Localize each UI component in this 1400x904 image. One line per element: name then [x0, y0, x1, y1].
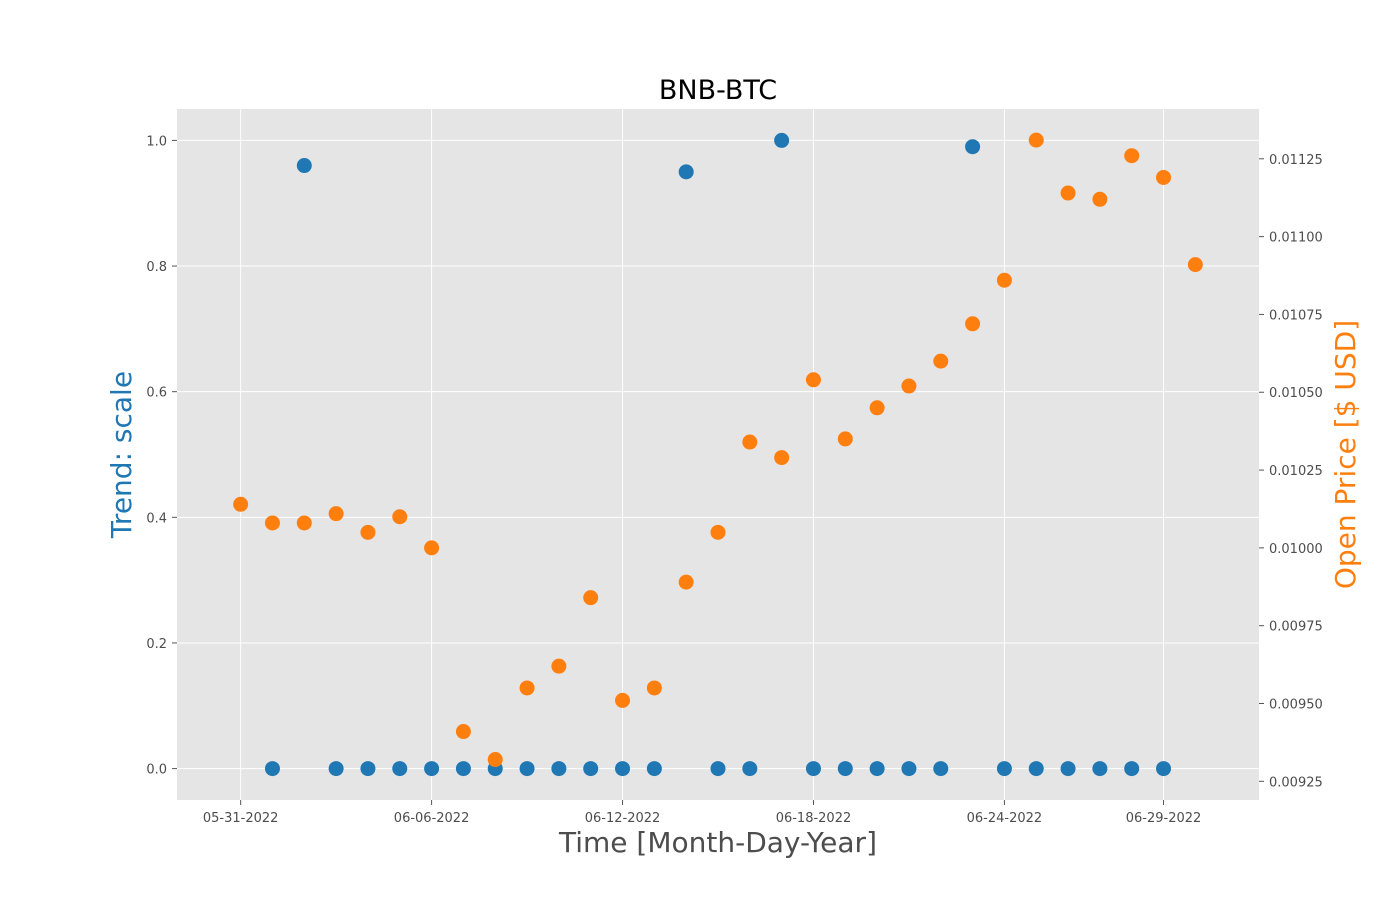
y-right-tick-label: 0.01000 — [1269, 542, 1323, 557]
price-point — [424, 540, 440, 556]
price-point — [583, 590, 599, 606]
y-right-tick-label: 0.01075 — [1269, 308, 1323, 323]
trend-point — [678, 164, 694, 180]
chart-title: BNB-BTC — [659, 75, 777, 106]
price-point — [1187, 257, 1203, 273]
price-point — [551, 658, 567, 674]
price-point — [933, 353, 949, 369]
trend-point — [615, 761, 631, 777]
price-point — [678, 574, 694, 590]
y-right-tick-label: 0.00975 — [1269, 620, 1323, 635]
trend-point — [996, 761, 1012, 777]
trend-point — [583, 761, 599, 777]
y-right-tick-label: 0.01025 — [1269, 464, 1323, 479]
price-point — [996, 272, 1012, 288]
y-left-tick-label: 0.2 — [146, 637, 167, 652]
trend-point — [1060, 761, 1076, 777]
price-point — [264, 515, 280, 531]
x-tick-label: 06-18-2022 — [776, 811, 852, 826]
price-point — [869, 400, 885, 416]
price-point — [233, 496, 249, 512]
x-tick-label: 05-31-2022 — [203, 811, 279, 826]
grid — [177, 109, 1259, 800]
price-point — [360, 524, 376, 540]
trend-point — [1092, 761, 1108, 777]
trend-point — [901, 761, 917, 777]
y-left-tick-label: 0.0 — [146, 763, 167, 778]
trend-point — [551, 761, 567, 777]
price-point — [901, 378, 917, 394]
price-point — [742, 434, 758, 450]
y-right-tick-label: 0.01100 — [1269, 231, 1323, 246]
y-right-tick-label: 0.01125 — [1269, 153, 1323, 168]
x-tick-label: 06-06-2022 — [394, 811, 470, 826]
price-point — [296, 515, 312, 531]
price-point — [487, 752, 503, 768]
price-point — [455, 724, 471, 740]
price-point — [1060, 185, 1076, 201]
price-point — [392, 509, 408, 525]
y-right-tick-label: 0.00950 — [1269, 698, 1323, 713]
trend-point — [965, 139, 981, 155]
trend-point — [1028, 761, 1044, 777]
trend-point — [455, 761, 471, 777]
price-point — [837, 431, 853, 447]
price-point — [646, 680, 662, 696]
x-axis-label: Time [Month-Day-Year] — [558, 826, 877, 859]
trend-point — [837, 761, 853, 777]
trend-point — [296, 158, 312, 174]
trend-point — [933, 761, 949, 777]
x-tick-label: 06-12-2022 — [585, 811, 661, 826]
price-point — [774, 450, 790, 466]
axes: 05-31-2022 06-06-2022 06-12-2022 06-18-2022… — [146, 134, 1322, 826]
trend-point — [519, 761, 535, 777]
y-right-tick-label: 0.01050 — [1269, 386, 1323, 401]
trend-point — [774, 132, 790, 148]
price-point — [965, 316, 981, 332]
trend-point — [710, 761, 726, 777]
price-point — [1028, 132, 1044, 148]
price-point — [1156, 169, 1172, 185]
y-left-tick-label: 0.4 — [146, 511, 167, 526]
price-point — [615, 692, 631, 708]
trend-point — [805, 761, 821, 777]
y-left-tick-label: 1.0 — [146, 134, 167, 149]
trend-point — [360, 761, 376, 777]
x-tick-label: 06-29-2022 — [1126, 811, 1202, 826]
trend-point — [1156, 761, 1172, 777]
trend-point — [392, 761, 408, 777]
y-axis-right-label: Open Price [$ USD] — [1329, 320, 1362, 589]
price-point — [519, 680, 535, 696]
price-point — [328, 506, 344, 522]
trend-point — [1124, 761, 1140, 777]
y-left-tick-label: 0.6 — [146, 386, 167, 401]
price-point — [805, 372, 821, 388]
trend-point — [328, 761, 344, 777]
y-left-tick-label: 0.8 — [146, 260, 167, 275]
price-point — [1092, 191, 1108, 207]
x-tick-label: 06-24-2022 — [967, 811, 1043, 826]
trend-point — [742, 761, 758, 777]
price-point — [1124, 148, 1140, 164]
trend-point — [646, 761, 662, 777]
plot-area — [177, 109, 1259, 800]
price-point — [710, 524, 726, 540]
data-points — [233, 132, 1203, 777]
trend-point — [424, 761, 440, 777]
y-axis-left-label: Trend: scale — [105, 371, 138, 539]
trend-point — [264, 761, 280, 777]
y-right-tick-label: 0.00925 — [1269, 775, 1323, 790]
trend-point — [869, 761, 885, 777]
